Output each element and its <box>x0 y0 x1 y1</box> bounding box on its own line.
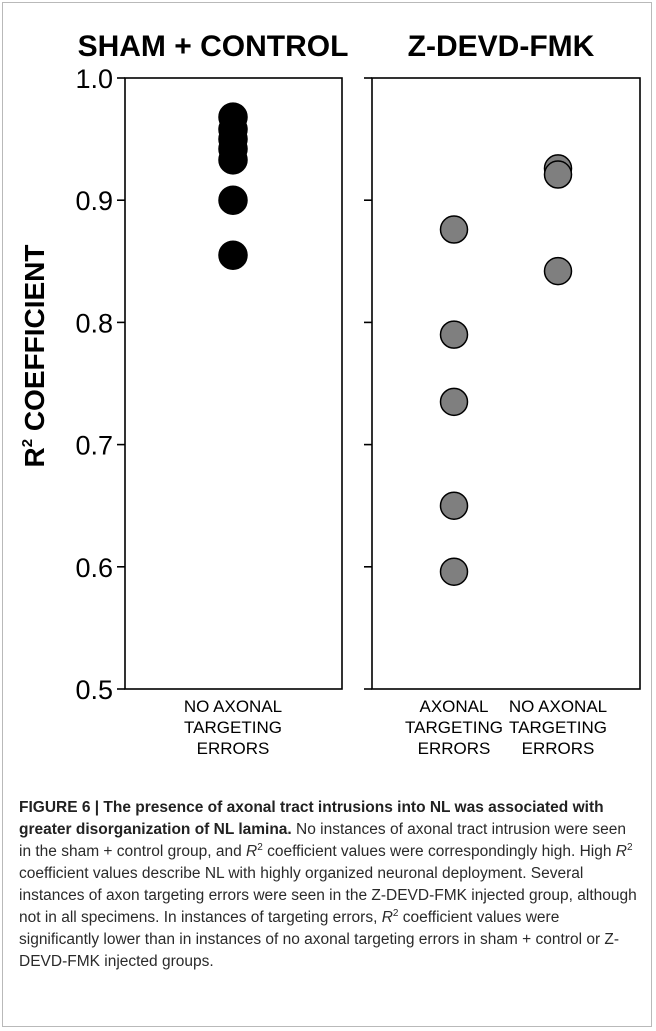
panel-title-sham-control: SHAM + CONTROL <box>78 30 349 63</box>
y-tick-label: 0.7 <box>75 431 113 461</box>
x-category-label-line: ERRORS <box>522 739 595 758</box>
x-category-label-line: ERRORS <box>197 739 270 758</box>
data-point <box>543 256 573 286</box>
caption-sup: 2 <box>392 907 399 919</box>
x-category-label-line: AXONAL <box>420 697 489 716</box>
x-category-label-line: ERRORS <box>418 739 491 758</box>
data-point <box>218 185 248 215</box>
data-points <box>218 102 573 586</box>
caption-text-2: coefficient values were correspondingly … <box>262 843 616 860</box>
caption-r: R <box>246 843 258 860</box>
panel-left-frame <box>124 77 343 690</box>
y-tick-label: 0.8 <box>75 308 113 338</box>
data-point <box>439 491 469 520</box>
x-category-label-line: TARGETING <box>509 718 607 737</box>
data-point <box>218 145 248 175</box>
caption-r: R <box>615 843 627 860</box>
y-tick-label: 0.5 <box>75 675 113 705</box>
caption-sup: 2 <box>626 841 633 853</box>
panel-right-frame <box>371 77 641 690</box>
x-category-label: NO AXONAL TARGETING ERRORS <box>184 697 282 758</box>
x-category-label-line: TARGETING <box>184 718 282 737</box>
y-axis-right <box>364 77 372 690</box>
x-category-label-line: TARGETING <box>405 718 503 737</box>
y-tick-label: 0.6 <box>75 553 113 583</box>
caption-lead: FIGURE 6 | The presence of axonal tract … <box>19 799 604 838</box>
figure-6-chart: SHAM + CONTROL Z-DEVD-FMK R2 COEFFICIENT… <box>19 30 641 758</box>
x-category-label: AXONAL TARGETING ERRORS <box>405 697 503 758</box>
panel-title-z-devd-fmk: Z-DEVD-FMK <box>408 30 595 63</box>
data-point <box>439 215 469 244</box>
caption-sup: 2 <box>257 841 263 853</box>
caption-r: R <box>381 909 393 926</box>
data-point <box>543 160 573 189</box>
x-axis-labels: NO AXONAL TARGETING ERRORS AXONAL TARGETING E… <box>184 697 607 758</box>
data-point <box>439 320 469 349</box>
y-tick-label: 1.0 <box>75 64 113 94</box>
x-category-label: NO AXONAL TARGETING ERRORS <box>509 697 607 758</box>
caption-text-3: coefficient values describe NL with high… <box>19 865 637 926</box>
figure-caption: FIGURE 6 | The presence of axonal tract … <box>19 797 639 973</box>
data-point <box>439 387 469 417</box>
x-category-label-line: NO AXONAL <box>509 697 607 716</box>
y-axis-label: R2 COEFFICIENT <box>19 244 50 467</box>
caption-text-4: coefficient values were significantly lo… <box>19 909 620 970</box>
data-point <box>439 557 469 586</box>
y-tick-label: 0.9 <box>75 186 113 216</box>
caption-text-1: No instances of axonal tract intrusion w… <box>19 821 627 860</box>
y-axis-left: 1.0 0.9 0.8 0.7 0.6 0.5 <box>75 64 125 705</box>
data-point <box>218 240 248 270</box>
x-category-label-line: NO AXONAL <box>184 697 282 716</box>
